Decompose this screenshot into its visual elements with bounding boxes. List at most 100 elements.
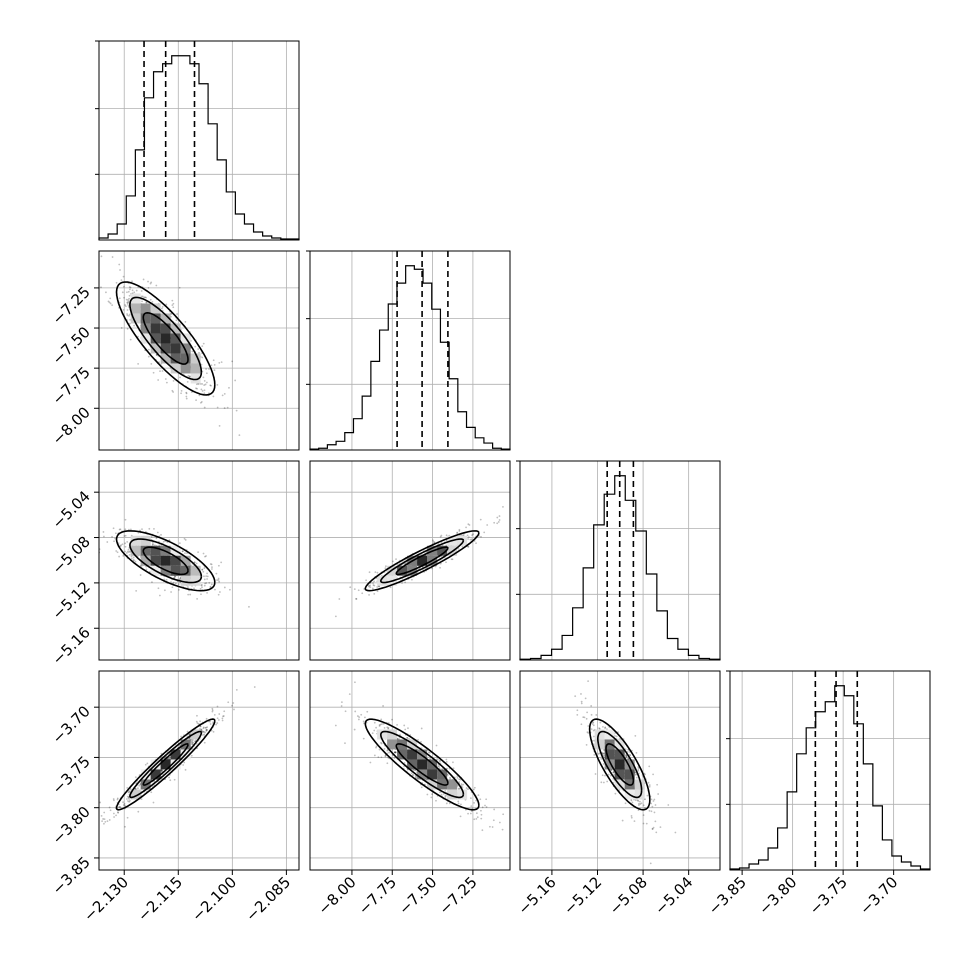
scatter-point <box>205 582 208 584</box>
scatter-point <box>179 376 181 379</box>
scatter-point <box>652 826 655 829</box>
density-cell <box>377 575 388 586</box>
hist-panel-2 <box>516 460 721 661</box>
scatter-point <box>201 730 204 733</box>
scatter-point <box>209 563 212 565</box>
scatter-point <box>357 718 360 721</box>
scatter-point <box>145 565 148 568</box>
scatter-point <box>132 556 135 559</box>
panel-content <box>334 505 504 618</box>
scatter-point <box>674 831 677 834</box>
scatter-point <box>597 753 600 755</box>
scatter-point <box>634 799 637 802</box>
scatter-point <box>427 751 430 754</box>
scatter-point <box>183 761 186 764</box>
scatter-point <box>195 387 197 390</box>
scatter-point <box>119 806 122 809</box>
scatter-point <box>452 761 454 764</box>
scatter-point <box>386 749 389 752</box>
scatter-point <box>208 581 211 584</box>
scatter-point <box>189 593 192 596</box>
scatter-point <box>191 742 194 745</box>
scatter-point <box>61 221 63 223</box>
scatter-point <box>203 730 205 733</box>
scatter-point <box>116 551 119 554</box>
scatter-point <box>353 588 356 591</box>
scatter-point <box>122 554 125 557</box>
scatter-point <box>228 386 230 389</box>
scatter-point <box>121 543 124 546</box>
scatter-point <box>461 545 464 548</box>
scatter-point <box>134 776 137 779</box>
scatter-point <box>174 575 177 578</box>
scatter-point <box>117 811 119 814</box>
scatter-point <box>155 284 158 287</box>
scatter-point <box>393 751 396 754</box>
x-tick-label-0-1: −2.115 <box>134 873 186 925</box>
scatter-point <box>598 727 601 730</box>
scatter-point <box>601 774 604 777</box>
density-cell <box>190 363 201 374</box>
density-cell <box>150 333 161 344</box>
scatter-point <box>638 800 641 803</box>
scatter-point <box>610 769 613 771</box>
density-cell <box>160 313 171 324</box>
scatter-point <box>483 531 486 534</box>
scatter-point <box>593 739 595 742</box>
scatter-point <box>129 338 132 341</box>
scatter-point <box>208 368 210 370</box>
scatter-point <box>148 527 151 530</box>
density-cell <box>190 565 201 576</box>
scatter-point <box>83 845 85 847</box>
density-cell <box>427 779 438 790</box>
scatter-point <box>457 547 460 550</box>
scatter-point <box>367 584 370 587</box>
scatter-point <box>436 765 439 768</box>
scatter-point <box>215 572 218 575</box>
scatter-point <box>205 368 207 370</box>
scatter-point <box>480 809 482 812</box>
density-cell <box>604 749 615 760</box>
scatter-point <box>603 752 605 755</box>
scatter-point <box>185 392 188 395</box>
scatter-point <box>369 584 371 587</box>
scatter-point <box>209 723 212 725</box>
scatter-point <box>188 733 190 736</box>
scatter-point <box>128 294 131 297</box>
scatter-point <box>576 713 579 716</box>
scatter-point <box>439 562 442 565</box>
scatter-point <box>211 568 213 570</box>
scatter-point <box>438 760 441 763</box>
scatter-point <box>128 286 131 288</box>
scatter-point <box>473 818 476 821</box>
scatter-point <box>493 808 496 811</box>
scatter-point <box>124 542 127 545</box>
contour-2-0-2 <box>115 530 216 592</box>
scatter-point <box>156 531 159 534</box>
scatter-point <box>203 575 205 578</box>
scatter-point <box>103 535 105 538</box>
scatter-point <box>357 589 360 592</box>
scatter-point <box>375 746 377 749</box>
scatter-point <box>206 578 208 580</box>
scatter-point <box>636 799 639 802</box>
scatter-point <box>161 305 164 308</box>
scatter-point <box>127 548 130 551</box>
scatter-point <box>161 370 164 372</box>
scatter-point <box>119 545 122 548</box>
contour-1-0-0 <box>142 311 189 365</box>
contour-3-1-1 <box>379 730 465 799</box>
scatter-point <box>653 811 656 814</box>
scatter-point <box>497 521 500 523</box>
scatter-point <box>203 567 206 570</box>
panel-content <box>99 518 250 608</box>
density-cell <box>140 323 151 334</box>
scatter-point <box>380 718 383 721</box>
hist-step-3 <box>729 685 931 870</box>
scatter-point <box>212 395 215 398</box>
scatter-point <box>113 799 115 802</box>
scatter-point <box>202 570 205 573</box>
scatter-point <box>374 571 377 574</box>
scatter-point <box>184 539 187 541</box>
scatter-point <box>122 308 125 311</box>
